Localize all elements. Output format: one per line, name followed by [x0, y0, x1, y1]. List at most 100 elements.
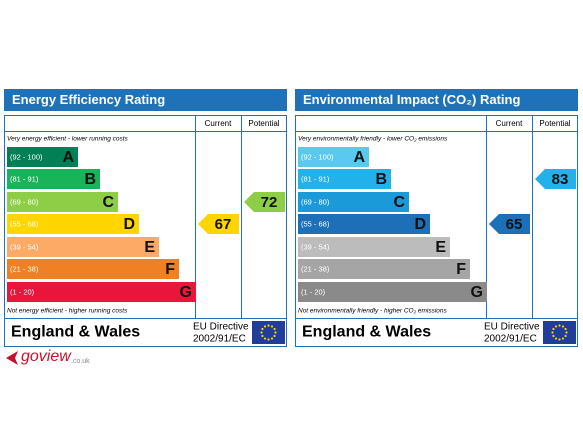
footer-directive: EU Directive — [193, 322, 249, 333]
rating-arrow — [198, 214, 239, 234]
band — [7, 192, 118, 212]
eu-star — [561, 325, 565, 328]
band-range: (39 - 54) — [301, 242, 330, 251]
band — [7, 147, 78, 167]
column-header: Potential — [248, 119, 279, 128]
rating-arrow — [489, 214, 530, 234]
eu-star — [561, 337, 565, 340]
band-range: (55 - 68) — [301, 219, 330, 228]
eu-star — [551, 331, 554, 334]
band — [7, 214, 139, 234]
panel-title: Energy Efficiency Rating — [12, 92, 165, 107]
band-letter: E — [144, 239, 155, 256]
eu-star — [564, 334, 567, 338]
title-bar — [4, 89, 287, 111]
footer-country: England & Wales — [11, 324, 140, 341]
band-range: (92 - 100) — [10, 152, 43, 161]
footer-directive: 2002/91/EC — [193, 334, 246, 345]
column-header: Current — [205, 119, 232, 128]
band-letter: D — [123, 216, 135, 233]
top-note: Very environmentally friendly - lower CO… — [298, 136, 448, 143]
eu-star — [558, 338, 561, 341]
band-letter: E — [435, 239, 446, 256]
panel-title: Environmental Impact (CO₂) Rating — [303, 92, 520, 107]
eu-star — [260, 331, 263, 334]
band — [298, 169, 391, 189]
eu-star — [558, 324, 561, 327]
band — [298, 147, 369, 167]
band-range: (1 - 20) — [301, 287, 326, 296]
eu-star — [270, 325, 274, 328]
eu-flag — [543, 321, 576, 344]
band-letter: A — [353, 149, 365, 166]
rating-arrow — [535, 169, 576, 189]
eu-flag — [252, 321, 285, 344]
band-letter: G — [180, 284, 192, 301]
band — [7, 237, 159, 257]
band-letter: F — [456, 261, 466, 278]
eu-star — [552, 327, 555, 331]
band-letter: D — [414, 216, 426, 233]
logo-suffix: .co.uk — [71, 358, 90, 365]
rating-value: 67 — [215, 216, 232, 233]
band — [298, 237, 450, 257]
eu-star — [270, 337, 274, 340]
column-header: Current — [496, 119, 523, 128]
band-letter: G — [471, 284, 483, 301]
band-letter: F — [165, 261, 175, 278]
band-range: (81 - 91) — [10, 174, 39, 183]
column-header: Potential — [539, 119, 570, 128]
band-letter: C — [393, 194, 405, 211]
band-range: (69 - 80) — [10, 197, 39, 206]
eu-star — [565, 331, 568, 334]
band-letter: B — [84, 171, 96, 188]
eu-star — [267, 324, 270, 327]
band — [7, 169, 100, 189]
footer-directive: EU Directive — [484, 322, 540, 333]
table-frame — [295, 115, 578, 347]
eu-star — [554, 337, 558, 340]
band-letter: C — [102, 194, 114, 211]
bottom-note: Not environmentally friendly - higher CO… — [298, 308, 448, 315]
band-letter: A — [62, 149, 74, 166]
eu-star — [554, 325, 558, 328]
band — [298, 259, 470, 279]
band-range: (81 - 91) — [301, 174, 330, 183]
eu-star — [263, 325, 267, 328]
eu-star — [564, 327, 567, 331]
band-range: (21 - 38) — [10, 264, 39, 273]
footer-country: England & Wales — [302, 324, 431, 341]
logo-name: goview — [21, 348, 72, 365]
rating-value: 83 — [552, 171, 569, 188]
band-range: (39 - 54) — [10, 242, 39, 251]
rating-value: 65 — [506, 216, 523, 233]
eu-star — [261, 327, 264, 331]
band-letter: B — [375, 171, 387, 188]
band — [298, 214, 430, 234]
band — [7, 282, 196, 302]
eu-star — [273, 327, 276, 331]
eu-star — [273, 334, 276, 338]
band-range: (69 - 80) — [301, 197, 330, 206]
eu-star — [552, 334, 555, 338]
rating-value: 72 — [261, 194, 278, 211]
footer-directive: 2002/91/EC — [484, 334, 537, 345]
band — [298, 282, 487, 302]
eu-star — [261, 334, 264, 338]
band — [298, 192, 409, 212]
top-note: Very energy efficient - lower running co… — [7, 136, 129, 143]
band-range: (1 - 20) — [10, 287, 35, 296]
band-range: (55 - 68) — [10, 219, 39, 228]
title-bar — [295, 89, 578, 111]
band-range: (21 - 38) — [301, 264, 330, 273]
bottom-note: Not energy efficient - higher running co… — [7, 308, 128, 315]
eu-star — [263, 337, 267, 340]
band-range: (92 - 100) — [301, 152, 334, 161]
rating-arrow — [244, 192, 285, 212]
eu-star — [274, 331, 277, 334]
eu-star — [267, 338, 270, 341]
table-frame — [4, 115, 287, 347]
band — [7, 259, 179, 279]
